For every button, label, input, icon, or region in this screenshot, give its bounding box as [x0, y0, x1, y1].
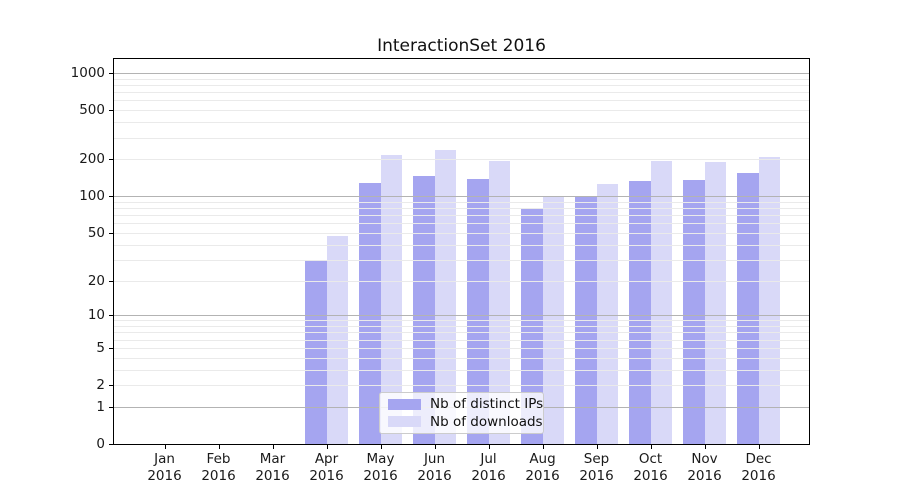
grid-line-minor	[114, 223, 809, 225]
y-axis-tick-label: 20	[87, 272, 105, 289]
legend-row: Nb of distinct IPs	[388, 396, 543, 412]
bar-downloads	[380, 155, 402, 444]
bar-downloads	[488, 161, 510, 444]
grid-line-minor	[114, 244, 809, 246]
bar-downloads	[650, 160, 672, 444]
bar-downloads	[542, 196, 564, 444]
x-axis-tick-label: Jan 2016	[147, 451, 182, 484]
x-tick-mark	[326, 445, 328, 449]
x-axis-tick-label: Sep 2016	[579, 451, 614, 484]
bar-distinct-ips	[413, 176, 435, 444]
x-axis-tick-label: Jul 2016	[471, 451, 506, 484]
x-axis-tick-label: Jun 2016	[417, 451, 452, 484]
legend-row: Nb of downloads	[388, 414, 543, 430]
y-tick-mark	[109, 159, 113, 161]
x-axis-tick-label: Dec 2016	[741, 451, 776, 484]
bar-distinct-ips	[575, 196, 597, 444]
chart-title: InteractionSet 2016	[377, 36, 546, 56]
x-tick-mark	[380, 445, 382, 449]
grid-line-minor	[114, 208, 809, 210]
x-tick-mark	[542, 445, 544, 449]
grid-line-minor	[114, 84, 809, 86]
x-tick-mark	[272, 445, 274, 449]
grid-line-minor	[114, 137, 809, 139]
y-tick-mark	[109, 444, 113, 445]
grid-line-minor	[114, 385, 809, 386]
bar-distinct-ips	[683, 180, 705, 444]
bar-distinct-ips	[359, 182, 381, 444]
y-tick-mark	[109, 196, 113, 198]
legend-label: Nb of distinct IPs	[430, 396, 544, 413]
grid-line-minor	[114, 339, 809, 341]
bar-downloads	[704, 161, 726, 444]
y-tick-mark	[109, 347, 113, 349]
x-axis-tick-label: Nov 2016	[687, 451, 722, 484]
grid-line-minor	[114, 357, 809, 359]
x-axis-tick-label: Apr 2016	[309, 451, 344, 484]
x-tick-mark	[434, 445, 436, 449]
x-tick-mark	[218, 445, 220, 449]
y-axis-tick-label: 100	[79, 188, 105, 205]
x-axis-tick-label: May 2016	[363, 451, 398, 484]
y-axis-tick-label: 10	[87, 307, 105, 324]
y-axis-tick-label: 5	[96, 339, 105, 356]
y-tick-mark	[109, 315, 113, 317]
x-tick-mark	[488, 445, 490, 449]
y-axis-tick-label: 0	[96, 436, 105, 452]
grid-line-minor	[114, 215, 809, 217]
y-tick-mark	[109, 110, 113, 112]
x-tick-mark	[704, 445, 706, 449]
x-tick-mark	[758, 445, 760, 449]
legend-label: Nb of downloads	[430, 413, 543, 430]
y-tick-mark	[109, 72, 113, 74]
grid-line-minor	[114, 100, 809, 102]
grid-line-minor	[114, 326, 809, 327]
grid-line-minor	[114, 78, 809, 80]
x-axis-tick-label: Mar 2016	[255, 451, 290, 484]
legend-swatch-distinct-ips	[388, 398, 421, 410]
x-tick-mark	[650, 445, 652, 449]
bar-downloads	[758, 157, 780, 444]
grid-line-minor	[114, 92, 809, 94]
x-axis-tick-label: Oct 2016	[633, 451, 668, 484]
grid-line-minor	[114, 159, 809, 161]
grid-line-minor	[114, 320, 809, 322]
y-tick-mark	[109, 406, 113, 408]
x-axis-tick-label: Aug 2016	[525, 451, 560, 484]
y-axis-tick-label: 200	[79, 151, 105, 168]
grid-line-minor	[114, 122, 809, 124]
grid-line-minor	[114, 110, 809, 112]
y-axis-tick-label: 500	[79, 102, 105, 119]
grid-line-major	[114, 72, 809, 74]
grid-line-minor	[114, 201, 809, 203]
y-axis-tick-label: 1000	[70, 64, 105, 81]
legend: Nb of distinct IPs Nb of downloads	[379, 392, 544, 434]
grid-line-major	[114, 315, 809, 317]
x-tick-mark	[596, 445, 598, 449]
grid-line-minor	[114, 280, 809, 282]
x-tick-mark	[164, 445, 166, 449]
grid-line-major	[114, 196, 809, 198]
grid-line-minor	[114, 369, 809, 371]
y-tick-mark	[109, 385, 113, 386]
bar-distinct-ips	[305, 259, 327, 444]
legend-swatch-downloads	[388, 416, 421, 428]
y-tick-mark	[109, 232, 113, 234]
bar-distinct-ips	[737, 172, 759, 444]
grid-line-minor	[114, 259, 809, 261]
grid-line-minor	[114, 347, 809, 349]
bar-distinct-ips	[629, 180, 651, 444]
y-axis-tick-label: 2	[96, 377, 105, 393]
grid-line-minor	[114, 232, 809, 234]
y-axis-tick-label: 50	[87, 224, 105, 241]
y-axis-tick-label: 1	[96, 398, 105, 415]
grid-line-minor	[114, 332, 809, 334]
x-axis-tick-label: Feb 2016	[201, 451, 236, 484]
bar-downloads	[596, 183, 618, 444]
y-tick-mark	[109, 280, 113, 282]
